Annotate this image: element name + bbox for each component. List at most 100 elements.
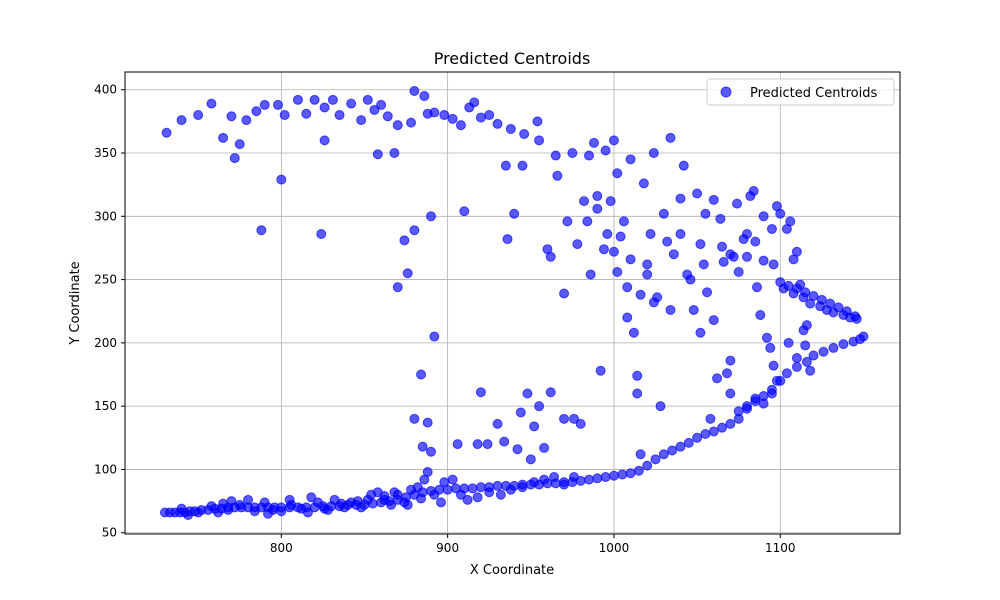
scatter-point xyxy=(500,160,511,171)
scatter-point xyxy=(522,388,533,399)
scatter-point xyxy=(512,444,523,455)
scatter-point xyxy=(447,474,458,485)
scatter-point xyxy=(263,508,274,519)
scatter-point xyxy=(702,287,713,298)
scatter-point xyxy=(301,108,312,119)
scatter-point xyxy=(218,132,229,143)
scatter-point xyxy=(741,401,752,412)
scatter-point xyxy=(785,216,796,227)
scatter-point xyxy=(682,269,693,280)
y-axis-label: Y Coordinate xyxy=(68,261,83,345)
scatter-point xyxy=(406,117,417,128)
scatter-point xyxy=(223,504,234,515)
scatter-point xyxy=(534,401,545,412)
scatter-point xyxy=(642,269,653,280)
scatter-point xyxy=(683,437,694,448)
scatter-point xyxy=(379,491,390,502)
scatter-point xyxy=(838,339,849,350)
scatter-point xyxy=(559,413,570,424)
scatter-point xyxy=(429,331,440,342)
scatter-point xyxy=(259,497,270,508)
scatter-point xyxy=(622,282,633,293)
scatter-point xyxy=(422,417,433,428)
scatter-point xyxy=(505,123,516,134)
scatter-point xyxy=(808,350,819,361)
scatter-point xyxy=(319,135,330,146)
scatter-point xyxy=(402,499,413,510)
scatter-point xyxy=(725,355,736,366)
scatter-point xyxy=(273,99,284,110)
scatter-point xyxy=(372,149,383,160)
scatter-point xyxy=(688,304,699,315)
scatter-point xyxy=(467,483,478,494)
scatter-point xyxy=(525,454,536,465)
y-tick-label: 350 xyxy=(94,146,117,160)
scatter-point xyxy=(705,413,716,424)
scatter-point xyxy=(585,269,596,280)
scatter-point xyxy=(584,474,595,485)
scatter-point xyxy=(334,110,345,121)
scatter-point xyxy=(766,388,777,399)
scatter-point xyxy=(751,282,762,293)
scatter-point xyxy=(642,460,653,471)
scatter-point xyxy=(256,225,267,236)
scatter-point xyxy=(346,98,357,109)
scatter-point xyxy=(692,432,703,443)
scatter-point xyxy=(668,249,679,260)
scatter-point xyxy=(213,507,224,518)
scatter-point xyxy=(559,479,570,490)
scatter-point xyxy=(642,259,653,270)
scatter-point xyxy=(492,118,503,129)
scatter-point xyxy=(429,489,440,500)
x-tick-label: 800 xyxy=(270,541,293,555)
scatter-point xyxy=(234,139,245,150)
scatter-point xyxy=(722,368,733,379)
scatter-point xyxy=(567,148,578,159)
scatter-point xyxy=(582,216,593,227)
scatter-point xyxy=(409,85,420,96)
scatter-point xyxy=(575,418,586,429)
scatter-point xyxy=(539,474,550,485)
x-axis-label: X Coordinate xyxy=(470,563,554,578)
scatter-point xyxy=(758,255,769,266)
scatter-point xyxy=(801,356,812,367)
scatter-point xyxy=(549,472,560,483)
scatter-point xyxy=(409,413,420,424)
scatter-point xyxy=(700,429,711,440)
scatter-point xyxy=(319,102,330,113)
legend-box xyxy=(706,78,895,106)
scatter-point xyxy=(692,188,703,199)
legend-marker xyxy=(720,86,732,98)
scatter-point xyxy=(858,331,869,342)
scatter-point xyxy=(750,236,761,247)
scatter-point xyxy=(241,115,252,126)
scatter-point xyxy=(765,342,776,353)
scatter-point xyxy=(529,421,540,432)
legend-label: Predicted Centroids xyxy=(750,86,877,101)
scatter-point xyxy=(552,170,563,181)
scatter-point xyxy=(592,203,603,214)
scatter-point xyxy=(605,196,616,207)
scatter-point xyxy=(608,246,619,257)
scatter-point xyxy=(386,499,397,510)
scatter-point xyxy=(805,365,816,376)
scatter-point xyxy=(598,244,609,255)
scatter-point xyxy=(750,393,761,404)
x-tick-label: 1000 xyxy=(599,541,630,555)
scatter-point xyxy=(416,369,427,380)
scatter-point xyxy=(459,206,470,217)
scatter-point xyxy=(206,501,217,512)
y-tick-label: 250 xyxy=(94,273,117,287)
scatter-point xyxy=(828,342,839,353)
scatter-point xyxy=(234,499,245,510)
y-tick-label: 200 xyxy=(94,336,117,350)
scatter-point xyxy=(316,229,327,240)
scatter-point xyxy=(484,487,495,498)
scatter-point xyxy=(635,289,646,300)
scatter-point xyxy=(717,241,728,252)
scatter-point xyxy=(628,327,639,338)
scatter-point xyxy=(439,477,450,488)
scatter-point xyxy=(625,154,636,165)
scatter-point xyxy=(584,150,595,161)
